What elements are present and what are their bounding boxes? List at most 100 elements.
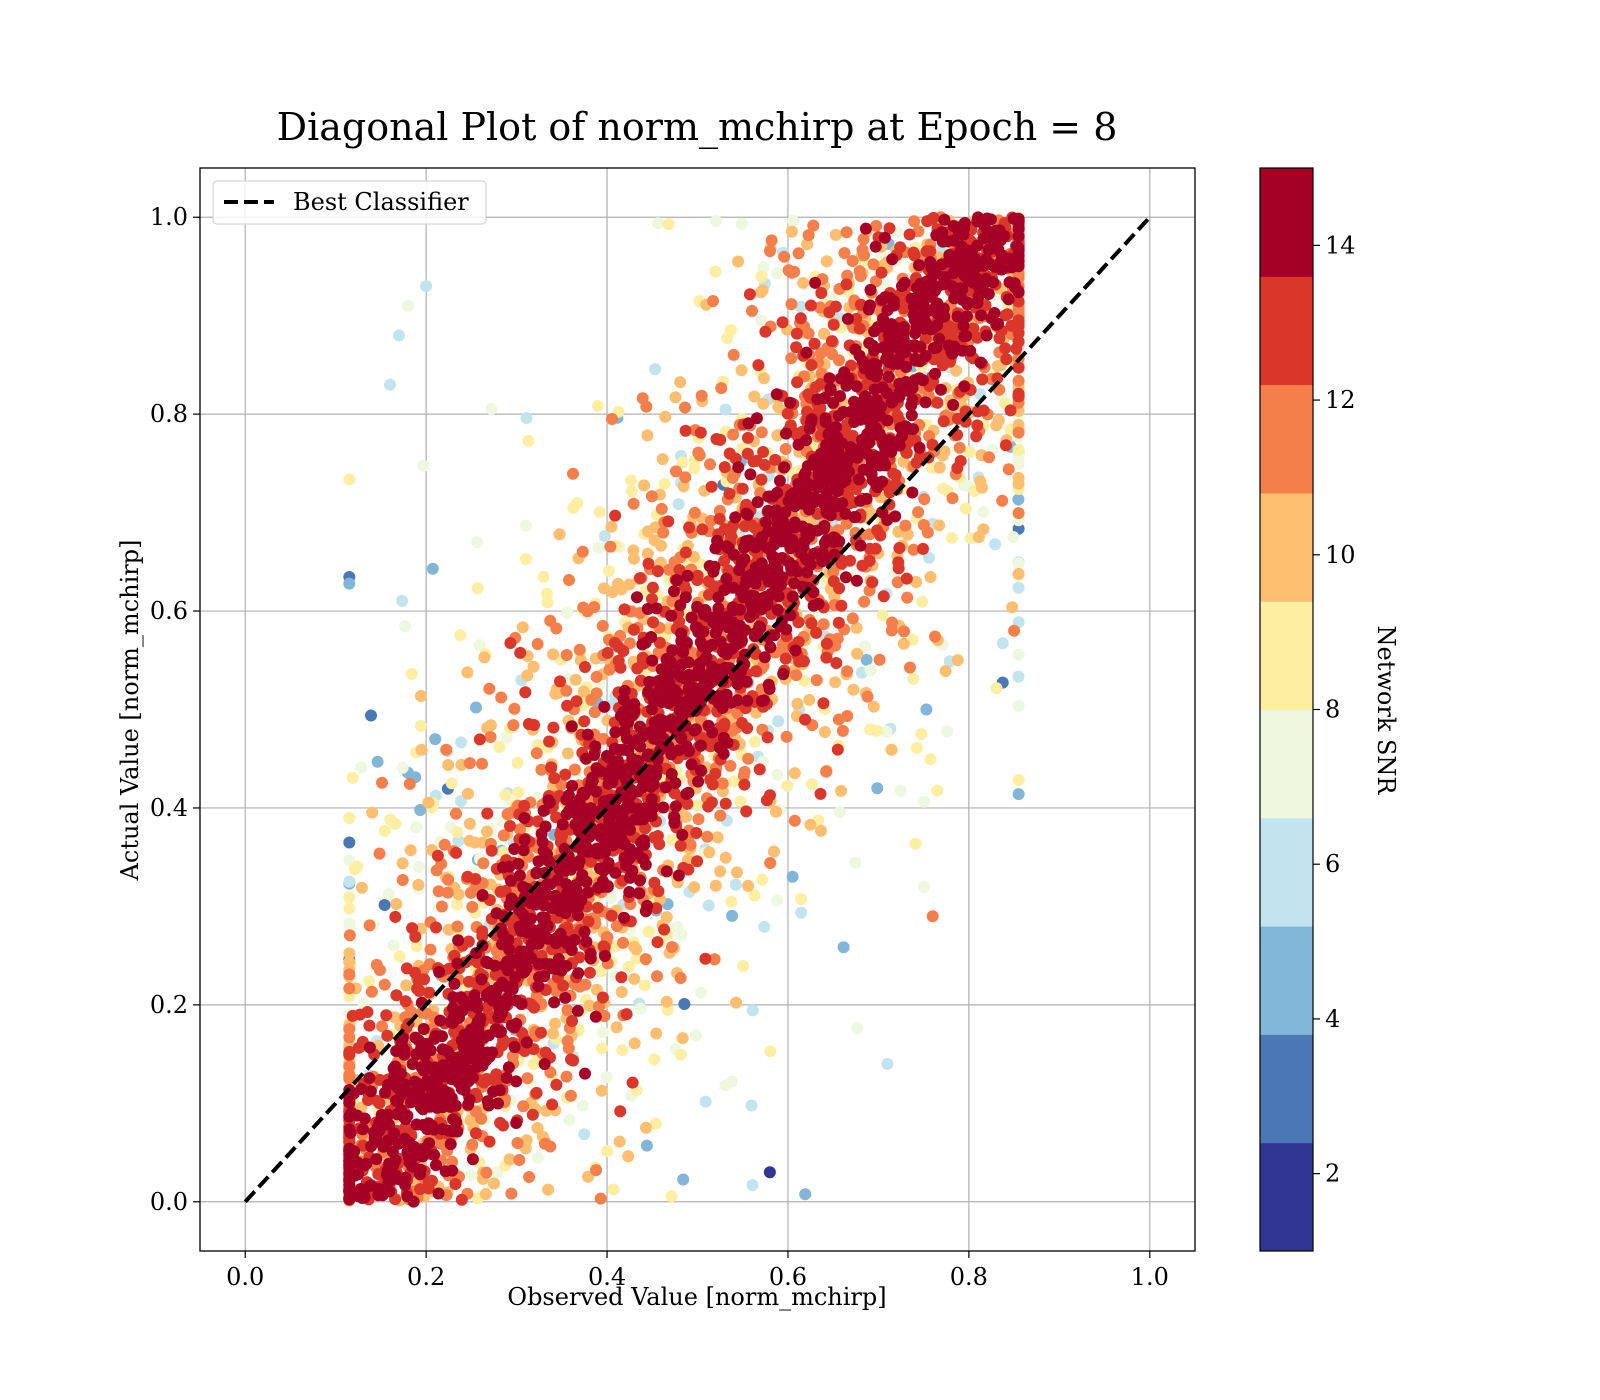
scatter-point <box>694 986 707 999</box>
scatter-point <box>738 778 751 791</box>
scatter-point <box>755 473 768 486</box>
scatter-point <box>1012 230 1025 243</box>
scatter-point <box>403 777 416 790</box>
scatter-point <box>850 621 863 634</box>
scatter-point <box>920 703 933 716</box>
scatter-point <box>466 1153 479 1166</box>
scatter-point <box>489 959 501 972</box>
scatter-point <box>510 1075 523 1088</box>
scatter-point <box>813 301 826 314</box>
scatter-point <box>778 250 791 263</box>
scatter-point <box>583 999 596 1012</box>
scatter-point <box>450 846 463 859</box>
scatter-point <box>564 1089 577 1102</box>
scatter-point <box>772 715 785 728</box>
scatter-point <box>1007 531 1020 543</box>
scatter-point <box>531 1122 544 1134</box>
scatter-point <box>578 925 591 938</box>
scatter-point <box>424 943 437 956</box>
scatter-point <box>650 1027 663 1040</box>
scatter-point <box>672 498 685 511</box>
scatter-point <box>917 542 929 555</box>
scatter-point <box>431 849 444 862</box>
scatter-point <box>868 325 881 338</box>
scatter-point <box>910 576 923 588</box>
scatter-point <box>473 1035 486 1048</box>
scatter-point <box>828 548 841 561</box>
scatter-point <box>906 486 919 499</box>
scatter-point <box>715 382 728 395</box>
scatter-point <box>670 465 682 478</box>
scatter-point <box>651 936 664 949</box>
scatter-point <box>566 779 579 792</box>
scatter-point <box>601 646 614 659</box>
scatter-point <box>625 474 637 487</box>
scatter-point <box>436 1101 449 1114</box>
scatter-point <box>871 782 884 795</box>
scatter-point <box>630 952 643 965</box>
scatter-point <box>936 482 949 495</box>
scatter-point <box>1010 240 1023 253</box>
scatter-point <box>757 372 770 385</box>
scatter-point <box>613 1135 626 1148</box>
scatter-point <box>544 958 556 971</box>
scatter-point <box>702 800 715 813</box>
scatter-point <box>422 796 435 809</box>
scatter-point <box>934 383 947 396</box>
scatter-point <box>888 392 901 405</box>
scatter-point <box>734 795 747 808</box>
scatter-point <box>924 571 937 583</box>
scatter-point <box>638 479 651 492</box>
scatter-point <box>1012 471 1025 484</box>
scatter-point <box>779 443 792 455</box>
scatter-point <box>746 1179 759 1192</box>
scatter-point <box>636 392 649 405</box>
scatter-point <box>860 653 873 666</box>
scatter-point <box>859 640 871 653</box>
scatter-point <box>582 886 595 899</box>
scatter-point <box>669 777 682 790</box>
scatter-point <box>785 298 798 311</box>
scatter-point <box>435 900 448 913</box>
scatter-point <box>576 545 589 558</box>
scatter-point <box>933 519 946 532</box>
scatter-point <box>603 565 615 577</box>
scatter-point <box>680 811 693 823</box>
scatter-point <box>627 552 640 565</box>
scatter-point <box>677 1173 690 1186</box>
scatter-point <box>641 603 654 615</box>
scatter-point <box>561 699 574 712</box>
scatter-point <box>461 666 474 679</box>
scatter-point <box>751 496 764 509</box>
scatter-point <box>343 891 356 904</box>
scatter-point <box>749 627 762 639</box>
scatter-point <box>400 979 413 992</box>
scatter-point <box>710 215 722 228</box>
scatter-point <box>451 957 464 970</box>
scatter-point <box>839 571 852 584</box>
scatter-point <box>770 805 782 818</box>
scatter-point <box>1012 699 1025 712</box>
scatter-point <box>894 241 907 254</box>
scatter-point <box>736 717 748 729</box>
scatter-point <box>640 1139 653 1152</box>
scatter-point <box>396 857 409 870</box>
scatter-point <box>719 851 732 864</box>
scatter-point <box>626 1076 639 1089</box>
scatter-point <box>908 215 921 228</box>
scatter-point <box>720 540 733 553</box>
scatter-point <box>418 973 430 986</box>
scatter-point <box>726 471 739 484</box>
scatter-point <box>990 682 1003 695</box>
scatter-point <box>939 665 952 677</box>
scatter-point <box>660 865 673 878</box>
scatter-point <box>1001 308 1014 321</box>
scatter-point <box>764 641 777 654</box>
scatter-point <box>579 661 591 673</box>
scatter-point <box>495 922 507 935</box>
scatter-point <box>764 789 776 802</box>
scatter-point <box>991 372 1004 385</box>
scatter-point <box>651 565 664 578</box>
scatter-point <box>623 886 636 898</box>
scatter-point <box>442 759 455 771</box>
